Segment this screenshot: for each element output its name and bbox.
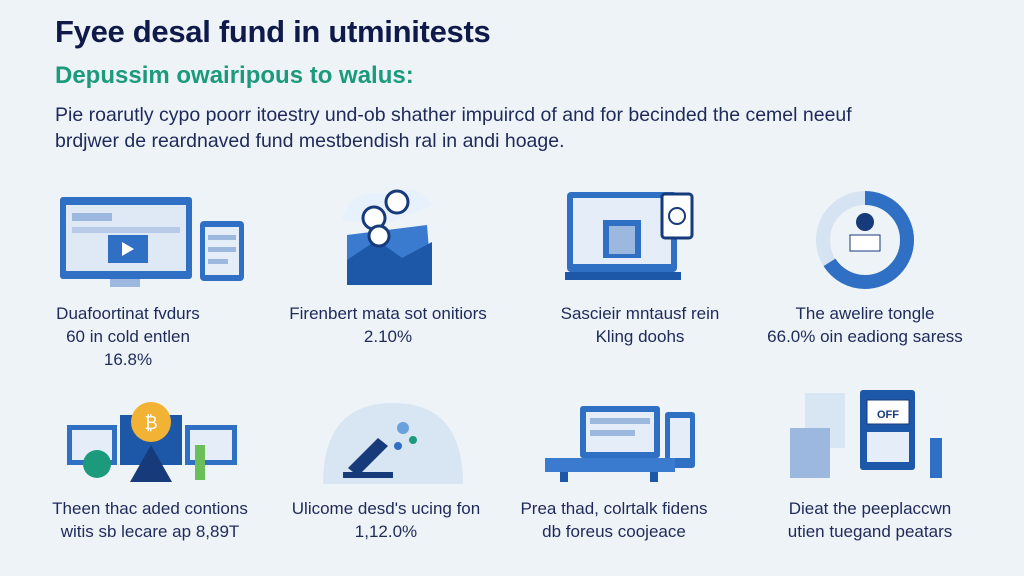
laptop-safe-icon bbox=[565, 192, 694, 280]
cloud-mountain-icon bbox=[342, 189, 432, 285]
computer-desk-icon bbox=[545, 406, 695, 482]
page-subtitle: Depussim owairipous to walus: bbox=[55, 62, 414, 89]
office-machine-icon: OFF bbox=[790, 390, 942, 478]
donut-chart-icon bbox=[816, 191, 914, 289]
caption-5: Theen thac aded contions witis sb lecare … bbox=[52, 499, 248, 541]
caption-7: Prea thad, colrtalk fidens db foreus cooj… bbox=[520, 499, 708, 541]
caption-2: Firenbert mata sot onitiors 2.10% bbox=[289, 304, 487, 346]
intro-line-2: brdjwer de reardnaved fund mestbendish r… bbox=[55, 130, 565, 152]
bitcoin-screens-icon: ₿ bbox=[67, 402, 237, 482]
caption-6: Ulicome desd's ucing fon 1,12.0% bbox=[291, 499, 481, 541]
monitor-tablet-icon bbox=[60, 197, 244, 287]
page-title: Fyee desal fund in utminitests bbox=[55, 14, 491, 49]
caption-3: Sascieir mntausf rein Kling doohs bbox=[560, 304, 720, 346]
svg-text:OFF: OFF bbox=[877, 409, 899, 421]
scientist-dome-icon bbox=[323, 403, 463, 484]
caption-1: Duafoortinat fvdurs 60 in cold entlen 16.8… bbox=[56, 304, 200, 369]
svg-text:₿: ₿ bbox=[144, 413, 157, 434]
caption-8: Dieat the peeplaccwn utien tuegand peatar… bbox=[787, 499, 953, 541]
caption-4: The awelire tongle 66.0% oin eadiong sare… bbox=[767, 304, 963, 346]
intro-line-1: Pie roarutly cypo poorr itoestry und-ob … bbox=[55, 104, 852, 126]
